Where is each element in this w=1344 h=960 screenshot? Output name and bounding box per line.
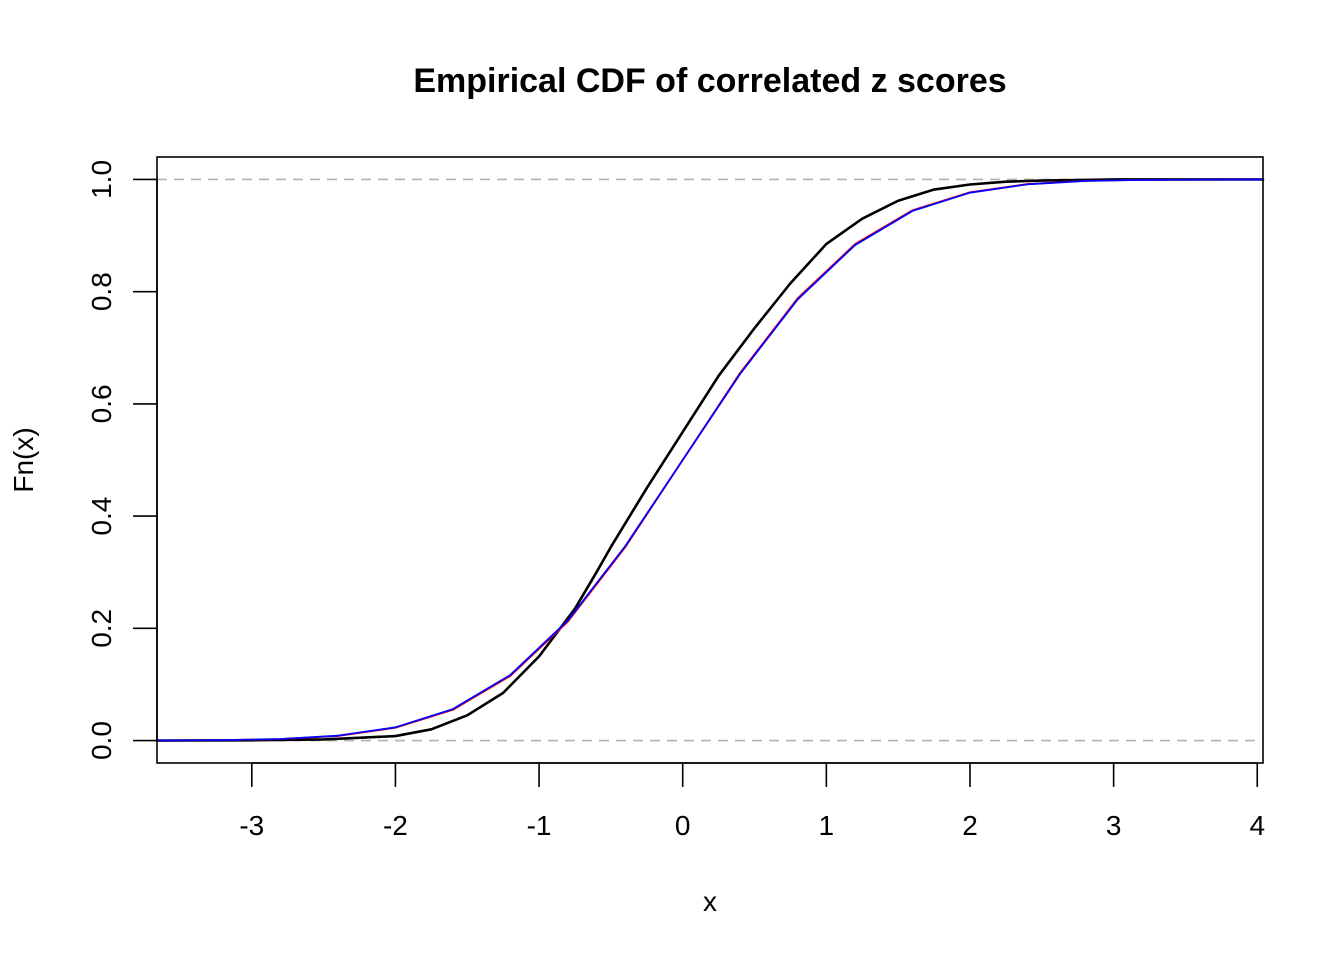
y-tick-label-3: 0.6	[86, 384, 117, 423]
x-axis-label: x	[703, 886, 717, 917]
x-tick-label-1: -2	[383, 810, 408, 841]
x-tick-label-5: 2	[962, 810, 978, 841]
series-line-1	[156, 178, 1264, 742]
y-tick-label-5: 1.0	[86, 160, 117, 199]
y-tick-label-4: 0.8	[86, 272, 117, 311]
reference-lines	[157, 178, 1263, 742]
x-tick-label-7: 4	[1249, 810, 1265, 841]
y-tick-label-2: 0.4	[86, 497, 117, 536]
plot-frame	[156, 156, 1264, 764]
series-line-2	[156, 178, 1264, 742]
y-axis-label: Fn(x)	[8, 427, 39, 492]
y-axis: 0.0 0.2 0.4 0.6 0.8 1.0	[86, 160, 158, 760]
series-layer	[155, 178, 1265, 742]
chart-title: Empirical CDF of correlated z scores	[413, 62, 1006, 100]
y-tick-label-1: 0.2	[86, 609, 117, 648]
x-tick-label-6: 3	[1106, 810, 1122, 841]
series-line-0	[155, 178, 1265, 742]
x-tick-label-4: 1	[819, 810, 835, 841]
x-tick-label-0: -3	[239, 810, 264, 841]
x-tick-label-3: 0	[675, 810, 691, 841]
x-tick-label-2: -1	[527, 810, 552, 841]
x-axis: -3 -2 -1 0 1 2 3 4	[239, 762, 1265, 841]
y-tick-label-0: 0.0	[86, 721, 117, 760]
